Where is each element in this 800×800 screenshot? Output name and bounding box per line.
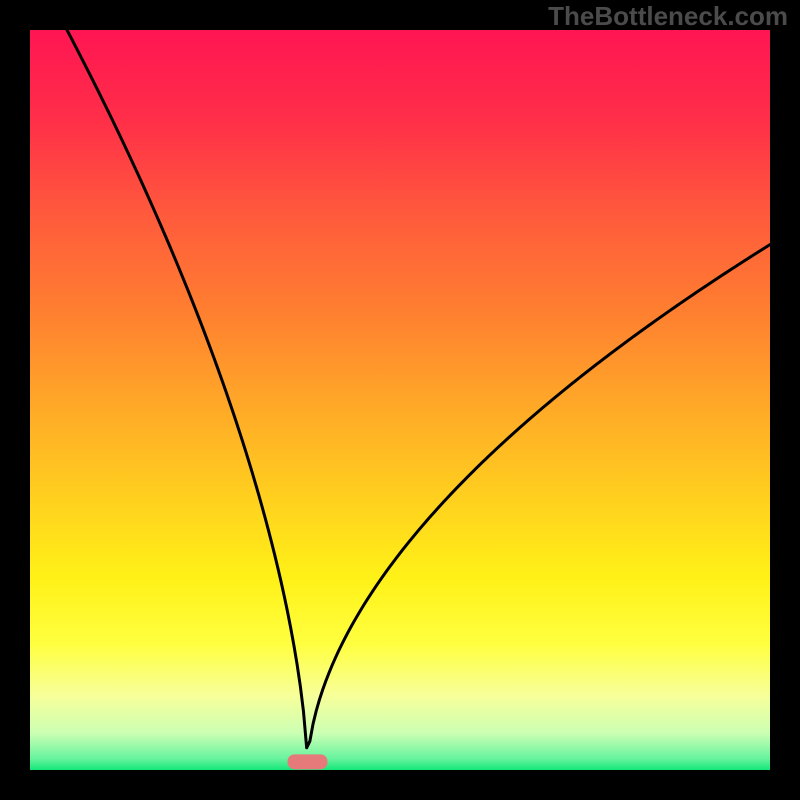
chart-stage: TheBottleneck.com	[0, 0, 800, 800]
curve-layer	[30, 30, 770, 770]
bottleneck-curve	[67, 30, 770, 748]
notch-marker	[288, 754, 328, 769]
plot-area	[30, 30, 770, 770]
watermark-text: TheBottleneck.com	[548, 3, 788, 29]
